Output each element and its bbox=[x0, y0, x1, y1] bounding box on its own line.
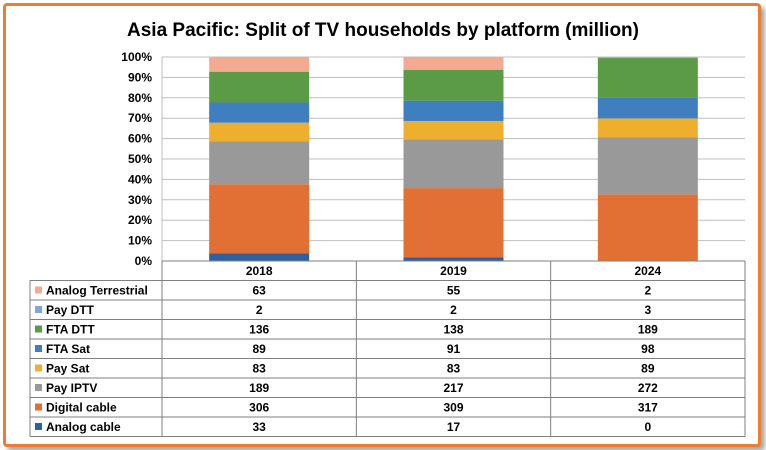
data-value: 306 bbox=[249, 401, 269, 415]
y-tick-label: 20% bbox=[128, 213, 152, 227]
bar-segment bbox=[403, 257, 504, 261]
bar-segment bbox=[403, 120, 504, 140]
x-tick-label: 2019 bbox=[440, 264, 467, 278]
y-tick-label: 100% bbox=[121, 50, 152, 64]
data-value: 309 bbox=[443, 401, 463, 415]
x-tick-label: 2024 bbox=[634, 264, 661, 278]
data-value: 272 bbox=[638, 381, 658, 395]
bar-segment bbox=[597, 97, 698, 119]
legend-label: FTA Sat bbox=[46, 342, 90, 356]
data-value: 0 bbox=[644, 420, 651, 434]
legend-label: Pay IPTV bbox=[46, 381, 97, 395]
data-value: 138 bbox=[443, 323, 463, 337]
y-tick-label: 30% bbox=[128, 193, 152, 207]
bar-segment bbox=[403, 69, 504, 101]
bar-segment bbox=[597, 137, 698, 195]
data-value: 136 bbox=[249, 323, 269, 337]
bar-segment bbox=[209, 141, 310, 185]
y-tick-label: 80% bbox=[128, 91, 152, 105]
bar-segment bbox=[597, 194, 698, 261]
x-tick-label: 2018 bbox=[246, 264, 273, 278]
bar-segment bbox=[597, 58, 698, 98]
data-value: 189 bbox=[638, 323, 658, 337]
legend-label: Analog Terrestrial bbox=[46, 284, 148, 298]
legend-label: FTA DTT bbox=[46, 323, 95, 337]
bar-segment bbox=[597, 118, 698, 138]
legend-label: Pay DTT bbox=[46, 303, 95, 317]
y-tick-label: 0% bbox=[135, 254, 153, 268]
data-value: 91 bbox=[447, 342, 461, 356]
y-axis-tick-labels: 0% 10% 20% 30% 40% 50% 60% 70% 80% 90% 100% bbox=[121, 50, 152, 268]
stacked-bars bbox=[209, 57, 698, 261]
data-value: 17 bbox=[447, 420, 461, 434]
bar-segment bbox=[403, 139, 504, 189]
data-value: 33 bbox=[252, 420, 266, 434]
bar-segment bbox=[209, 102, 310, 123]
data-value: 2 bbox=[256, 303, 263, 317]
y-tick-label: 60% bbox=[128, 132, 152, 146]
data-value: 83 bbox=[252, 362, 266, 376]
legend-key bbox=[35, 345, 42, 352]
bar-segment bbox=[403, 100, 504, 121]
data-value: 89 bbox=[252, 342, 266, 356]
legend-key bbox=[35, 364, 42, 372]
y-tick-label: 90% bbox=[128, 70, 152, 84]
legend-key bbox=[35, 286, 42, 294]
legend-label: Analog cable bbox=[46, 420, 121, 434]
bar-segment bbox=[209, 253, 310, 261]
data-table: 2018 2019 2024 Analog Terrestrial 63 55 2 Pay D… bbox=[29, 260, 746, 437]
data-value: 55 bbox=[447, 284, 461, 298]
y-tick-label: 10% bbox=[128, 234, 152, 248]
data-value: 2 bbox=[644, 284, 651, 298]
chart-title: Asia Pacific: Split of TV households by … bbox=[127, 20, 639, 41]
y-tick-label: 40% bbox=[128, 172, 152, 186]
bar-segment bbox=[209, 122, 310, 142]
bar-segment bbox=[403, 188, 504, 258]
legend-key bbox=[35, 403, 42, 411]
data-value: 217 bbox=[443, 381, 463, 395]
data-value: 189 bbox=[249, 381, 269, 395]
legend-label: Pay Sat bbox=[46, 362, 89, 376]
data-value: 317 bbox=[638, 401, 658, 415]
y-tick-label: 70% bbox=[128, 111, 152, 125]
legend-key bbox=[35, 423, 42, 430]
data-value: 89 bbox=[641, 362, 655, 376]
bar-segment bbox=[403, 57, 504, 70]
bar-segment bbox=[209, 71, 310, 103]
bar-segment bbox=[597, 57, 698, 59]
data-value: 63 bbox=[252, 284, 266, 298]
bar-segment bbox=[209, 57, 310, 72]
bar-segment bbox=[209, 184, 310, 254]
legend-label: Digital cable bbox=[46, 401, 117, 415]
legend-key bbox=[35, 384, 42, 391]
data-value: 2 bbox=[450, 303, 457, 317]
data-value: 83 bbox=[447, 362, 461, 376]
data-value: 3 bbox=[644, 303, 651, 317]
y-tick-label: 50% bbox=[128, 152, 152, 166]
legend-key bbox=[35, 325, 42, 333]
data-value: 98 bbox=[641, 342, 655, 356]
legend-key bbox=[35, 306, 42, 313]
